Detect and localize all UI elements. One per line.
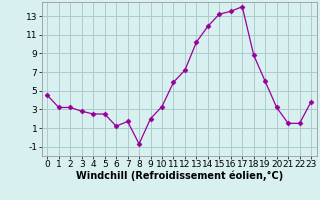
X-axis label: Windchill (Refroidissement éolien,°C): Windchill (Refroidissement éolien,°C) [76, 171, 283, 181]
